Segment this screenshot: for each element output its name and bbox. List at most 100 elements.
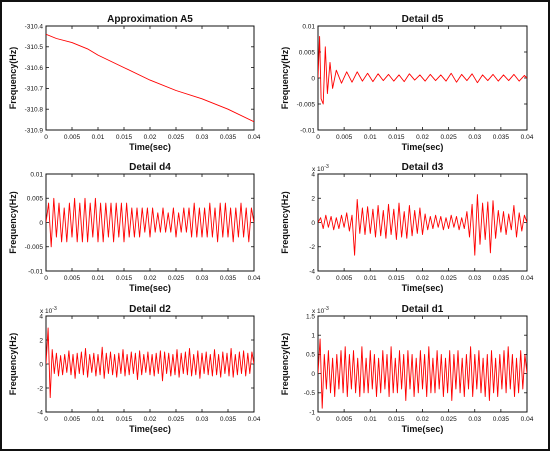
x-tick-label: 0 <box>44 134 48 141</box>
y-tick-label: -2 <box>309 244 315 251</box>
x-tick-label: 0.005 <box>336 275 353 282</box>
x-tick-label: 0.005 <box>64 275 81 282</box>
axes-box <box>317 173 528 272</box>
x-axis-label: Time(sec) <box>402 424 444 434</box>
y-multiplier-exponent: -3 <box>324 164 329 170</box>
y-axis-label: Frequency(Hz) <box>8 47 18 110</box>
x-tick-label: 0.01 <box>364 275 377 282</box>
y-tick-label: -4 <box>37 409 43 416</box>
y-tick-label: 0.005 <box>27 196 44 203</box>
y-axis-label: Frequency(Hz) <box>280 191 290 254</box>
x-tick-label: 0.02 <box>144 275 157 282</box>
x-tick-label: 0.035 <box>493 416 510 423</box>
subplot-d3: 0 0.005 0.01 0.015 0.02 0.025 0.03 0.035 0.04 4 2 0… <box>280 162 534 293</box>
y-tick-label: 1 <box>311 333 315 340</box>
subplot-title: Approximation A5 <box>107 14 193 25</box>
series-line <box>318 35 527 105</box>
x-tick-label: 0.03 <box>468 416 481 423</box>
y-tick-label: -1 <box>309 409 315 416</box>
axes-box <box>45 25 255 131</box>
subplot-grid: 0 0.005 0.01 0.015 0.02 0.025 0.03 0.035 0.04-31… <box>8 14 534 434</box>
x-tick-label: 0.035 <box>220 275 237 282</box>
x-tick-label: 0.02 <box>416 416 429 423</box>
y-tick-label: 2 <box>311 196 315 203</box>
y-tick-label: 0.005 <box>299 49 316 56</box>
y-axis-label: Frequency(Hz) <box>280 47 290 110</box>
x-tick-label: 0.025 <box>440 275 457 282</box>
y-tick-label: -0.01 <box>300 127 315 134</box>
y-axis-label: Frequency(Hz) <box>8 191 18 254</box>
series-line <box>318 194 527 256</box>
x-tick-label: 0.005 <box>64 416 81 423</box>
x-tick-label: 0.015 <box>116 275 133 282</box>
y-tick-label: -310.8 <box>25 107 44 114</box>
x-axis-label: Time(sec) <box>402 283 444 293</box>
x-tick-label: 0.04 <box>521 134 534 141</box>
series-line <box>46 197 254 248</box>
subplot-d4: 0 0.005 0.01 0.015 0.02 0.025 0.03 0.035 0.04 0.0… <box>8 162 261 293</box>
y-tick-label: 2 <box>39 337 43 344</box>
subplot-title: Detail d1 <box>402 304 444 315</box>
y-multiplier: x 10-3 <box>312 306 329 315</box>
x-tick-label: 0.005 <box>64 134 81 141</box>
y-multiplier: x 10-3 <box>312 164 329 173</box>
x-axis-label: Time(sec) <box>129 283 171 293</box>
x-tick-label: 0.03 <box>468 134 481 141</box>
x-tick-label: 0 <box>44 416 48 423</box>
x-tick-label: 0.025 <box>440 416 457 423</box>
y-tick-label: -310.4 <box>25 23 44 30</box>
x-tick-label: 0.025 <box>168 134 185 141</box>
y-multiplier: x 10-3 <box>40 306 57 315</box>
y-multiplier-exponent: -3 <box>52 306 57 312</box>
y-tick-label: -310.5 <box>25 44 44 51</box>
x-tick-label: 0.02 <box>144 134 157 141</box>
x-tick-label: 0.01 <box>92 134 105 141</box>
subplot-title: Detail d2 <box>129 304 171 315</box>
x-tick-label: 0.04 <box>521 275 534 282</box>
x-tick-label: 0.04 <box>248 134 261 141</box>
subplot-title: Detail d5 <box>402 14 444 25</box>
x-tick-label: 0.02 <box>144 416 157 423</box>
subplot-a5: 0 0.005 0.01 0.015 0.02 0.025 0.03 0.035 0.04 -31… <box>8 14 261 152</box>
y-tick-label: -4 <box>309 268 315 275</box>
series-line <box>318 338 527 409</box>
x-tick-label: 0.035 <box>493 275 510 282</box>
x-tick-label: 0.01 <box>364 134 377 141</box>
x-tick-label: 0.035 <box>493 134 510 141</box>
x-tick-label: 0.015 <box>116 134 133 141</box>
x-tick-label: 0.025 <box>168 416 185 423</box>
y-tick-label: 4 <box>39 313 43 320</box>
x-axis-label: Time(sec) <box>402 142 444 152</box>
x-tick-label: 0.005 <box>336 134 353 141</box>
x-tick-label: 0.015 <box>116 416 133 423</box>
x-tick-label: 0.04 <box>521 416 534 423</box>
x-axis-label: Time(sec) <box>129 424 171 434</box>
x-tick-label: 0 <box>316 134 320 141</box>
y-tick-label: -0.01 <box>28 268 43 275</box>
x-tick-label: 0.04 <box>248 416 261 423</box>
x-tick-label: 0.015 <box>388 134 405 141</box>
x-tick-label: 0.04 <box>248 275 261 282</box>
y-axis-label: Frequency(Hz) <box>280 333 290 396</box>
y-tick-label: -310.7 <box>25 86 44 93</box>
x-tick-label: 0.03 <box>196 275 209 282</box>
subplot-title: Detail d4 <box>129 162 171 173</box>
y-tick-label: -2 <box>37 385 43 392</box>
subplot-d5: 0 0.005 0.01 0.015 0.02 0.025 0.03 0.035 0.04 0.0… <box>280 14 534 152</box>
y-tick-label: 0 <box>311 75 315 82</box>
x-tick-label: 0.03 <box>468 275 481 282</box>
y-multiplier-exponent: -3 <box>324 306 329 312</box>
x-tick-label: 0.01 <box>92 416 105 423</box>
y-tick-label: 0 <box>311 220 315 227</box>
y-tick-label: -310.6 <box>25 65 44 72</box>
subplot-title: Detail d3 <box>402 162 444 173</box>
x-tick-label: 0.025 <box>440 134 457 141</box>
y-tick-label: 0.01 <box>302 23 315 30</box>
x-tick-label: 0.035 <box>220 134 237 141</box>
x-tick-label: 0.015 <box>388 275 405 282</box>
y-tick-label: 0 <box>311 371 315 378</box>
y-tick-label: 0 <box>39 220 43 227</box>
series-line <box>46 327 254 399</box>
subplot-d1: 0 0.005 0.01 0.015 0.02 0.025 0.03 0.035 0.04 1.5… <box>280 304 534 434</box>
